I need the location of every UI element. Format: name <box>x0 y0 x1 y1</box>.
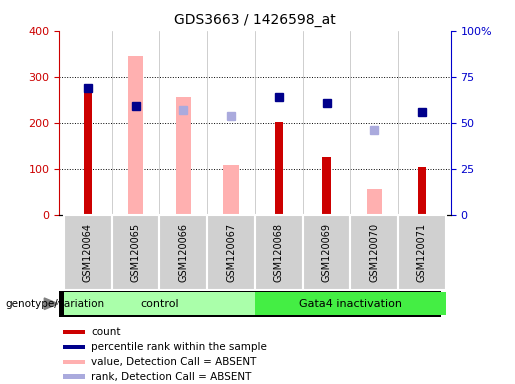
Bar <box>160 215 207 290</box>
Bar <box>418 167 426 215</box>
Text: GSM120065: GSM120065 <box>131 223 141 282</box>
Text: count: count <box>91 327 121 337</box>
Bar <box>176 97 191 215</box>
Bar <box>207 215 255 290</box>
Bar <box>63 374 84 379</box>
Bar <box>303 215 350 290</box>
Bar <box>64 292 255 315</box>
Bar <box>84 91 92 215</box>
Text: value, Detection Call = ABSENT: value, Detection Call = ABSENT <box>91 357 256 367</box>
Text: rank, Detection Call = ABSENT: rank, Detection Call = ABSENT <box>91 372 251 382</box>
Bar <box>64 215 112 290</box>
Bar <box>255 215 303 290</box>
Bar <box>367 189 382 215</box>
Bar <box>63 330 84 334</box>
Polygon shape <box>44 298 58 310</box>
Text: Gata4 inactivation: Gata4 inactivation <box>299 299 402 309</box>
Text: control: control <box>140 299 179 309</box>
Text: genotype/variation: genotype/variation <box>5 299 104 309</box>
Text: percentile rank within the sample: percentile rank within the sample <box>91 342 267 352</box>
Title: GDS3663 / 1426598_at: GDS3663 / 1426598_at <box>174 13 336 27</box>
Bar <box>322 157 331 215</box>
Text: GSM120070: GSM120070 <box>369 223 379 282</box>
Bar <box>63 344 84 349</box>
Bar <box>398 215 446 290</box>
Text: GSM120067: GSM120067 <box>226 223 236 282</box>
Text: GSM120064: GSM120064 <box>83 223 93 282</box>
Bar <box>112 215 160 290</box>
Text: GSM120071: GSM120071 <box>417 223 427 282</box>
Bar <box>255 292 446 315</box>
Bar <box>274 122 283 215</box>
Bar <box>128 56 143 215</box>
Text: GSM120068: GSM120068 <box>274 223 284 282</box>
Bar <box>350 215 398 290</box>
Text: GSM120066: GSM120066 <box>178 223 188 282</box>
Bar <box>63 359 84 364</box>
Text: GSM120069: GSM120069 <box>321 223 332 282</box>
Bar <box>224 165 239 215</box>
